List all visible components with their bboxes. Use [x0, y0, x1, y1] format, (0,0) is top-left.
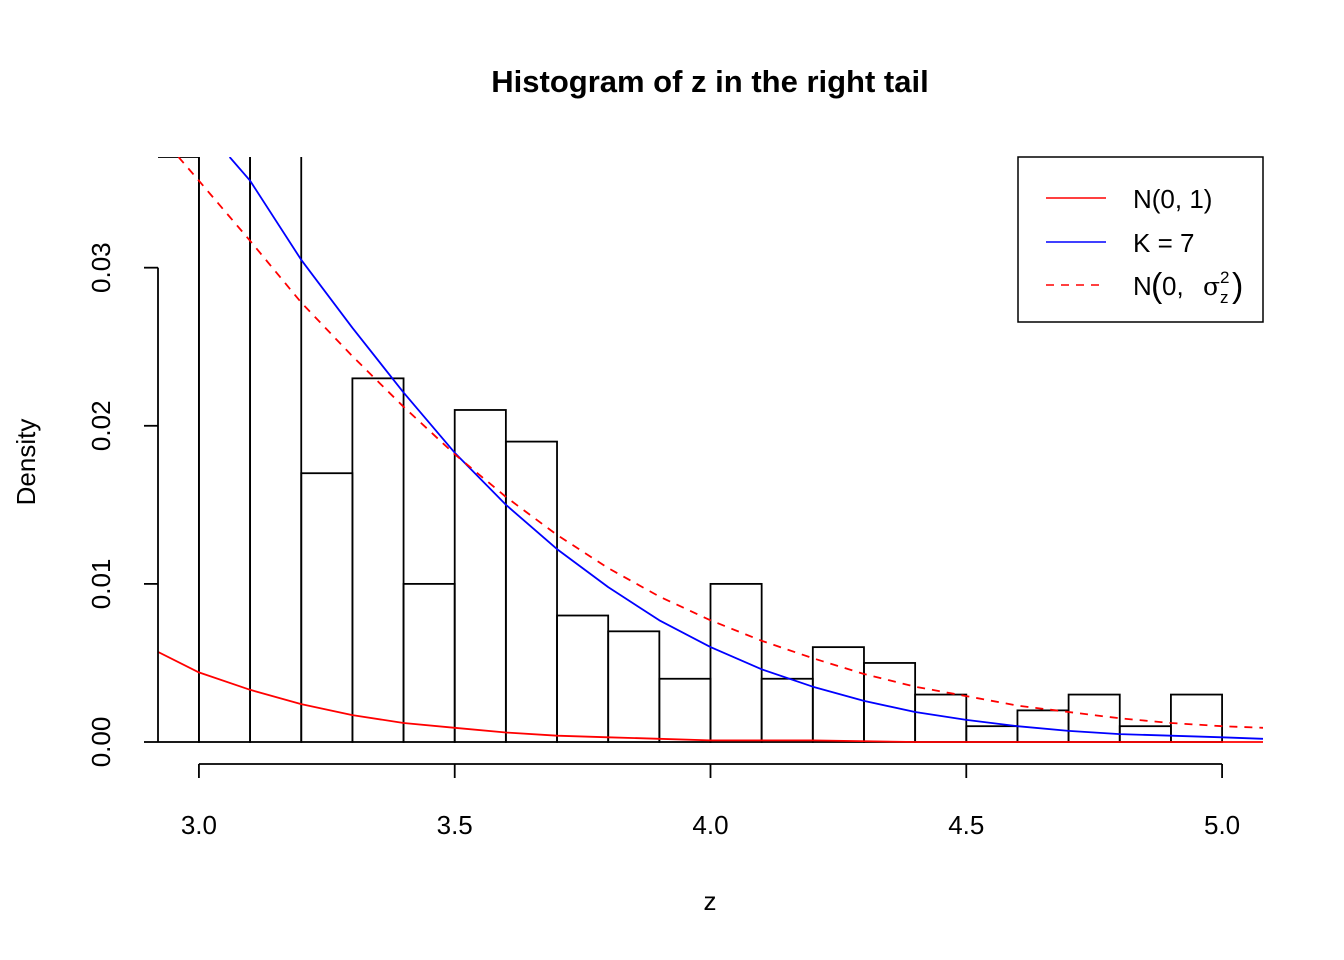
density-curves — [158, 157, 1263, 743]
histogram-bar — [658, 677, 712, 743]
y-tick-label: 0.01 — [86, 559, 116, 610]
legend-box — [1017, 156, 1264, 323]
histogram-bar — [760, 677, 814, 743]
legend-label-n01: N(0, 1) — [1133, 184, 1212, 214]
legend-label-nsigma-sigma: σ — [1203, 272, 1220, 301]
histogram-bar — [249, 157, 303, 743]
histogram-bar — [198, 157, 251, 743]
x-axis: 3.0 3.5 4.0 4.5 5.0 — [181, 763, 1240, 840]
legend-label-nsigma-sup: 2 — [1220, 268, 1229, 287]
y-tick-label: 0.02 — [86, 400, 116, 451]
histogram-bar — [1170, 693, 1223, 743]
histogram-bar — [709, 582, 763, 743]
x-tick-label: 3.0 — [181, 810, 217, 840]
histogram-bar — [504, 440, 558, 743]
histogram-bar — [351, 377, 405, 743]
y-tick-label: 0.00 — [86, 717, 116, 768]
chart-title: Histogram of z in the right tail — [491, 64, 928, 99]
legend-label-nsigma-close: ) — [1232, 267, 1243, 305]
histogram-bar — [158, 157, 200, 743]
histogram-bar — [965, 725, 1019, 743]
y-axis-label: Density — [11, 419, 41, 506]
histogram-bar — [300, 472, 354, 743]
histogram-bars — [158, 157, 1223, 743]
x-axis-label: z — [704, 886, 717, 916]
legend-label-nsigma-n: N — [1133, 271, 1152, 301]
k7-curve — [228, 157, 1263, 740]
histogram-bar — [556, 614, 610, 743]
legend-label-nsigma-sub: z — [1220, 288, 1229, 307]
histogram-bar — [607, 630, 661, 743]
legend: N(0, 1) K = 7 N ( 0, σ 2 z ) — [1017, 156, 1264, 323]
legend-label-nsigma-zero: 0, — [1162, 271, 1184, 301]
legend-label-nsigma: N ( 0, σ 2 z ) — [1133, 267, 1243, 307]
histogram-bar — [1067, 693, 1121, 743]
y-tick-label: 0.03 — [86, 242, 116, 293]
n01-curve — [158, 651, 1263, 743]
n-sigma-curve — [177, 157, 1263, 729]
histogram-bar — [402, 582, 456, 743]
legend-label-nsigma-open: ( — [1151, 267, 1163, 305]
x-tick-label: 5.0 — [1204, 810, 1240, 840]
x-tick-label: 3.5 — [437, 810, 473, 840]
x-tick-label: 4.0 — [692, 810, 728, 840]
y-axis: 0.00 0.01 0.02 0.03 — [86, 242, 159, 768]
legend-label-k7: K = 7 — [1133, 228, 1194, 258]
x-tick-label: 4.5 — [948, 810, 984, 840]
